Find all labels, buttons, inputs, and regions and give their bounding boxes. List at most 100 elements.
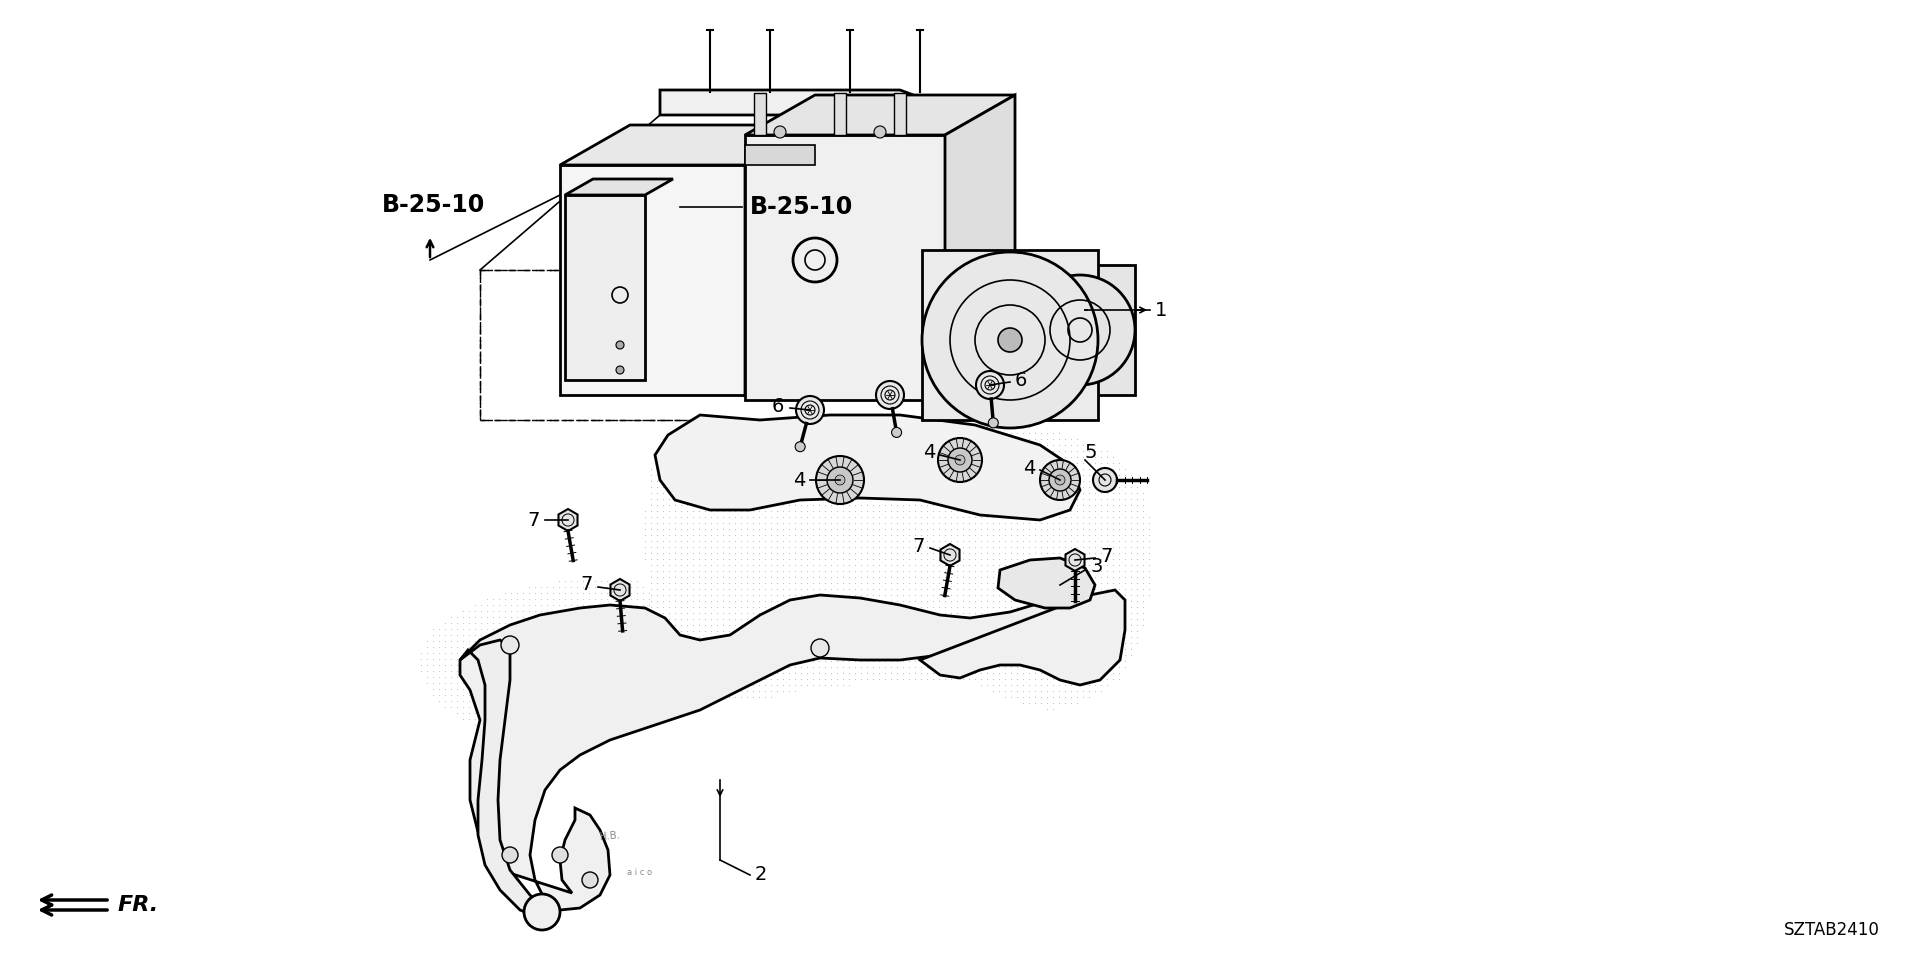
Point xyxy=(906,414,937,429)
Point xyxy=(785,455,816,470)
Point xyxy=(1008,462,1039,477)
Point xyxy=(714,540,745,555)
Point xyxy=(1085,444,1116,459)
Point xyxy=(616,579,647,594)
Point xyxy=(1044,444,1075,459)
Point xyxy=(1133,575,1164,590)
Point xyxy=(555,610,586,625)
Point xyxy=(870,558,900,573)
Point xyxy=(924,617,954,633)
Point xyxy=(1037,551,1068,566)
Point xyxy=(1092,551,1123,566)
Point xyxy=(737,647,768,662)
Point xyxy=(972,606,1002,621)
Point xyxy=(1127,503,1158,518)
Point xyxy=(515,717,545,732)
Point xyxy=(989,558,1020,573)
Point xyxy=(1062,623,1092,638)
Point xyxy=(732,569,762,585)
Point xyxy=(1050,444,1081,459)
Point xyxy=(780,438,810,453)
Point xyxy=(411,634,442,649)
Point xyxy=(1073,660,1104,675)
Point xyxy=(828,593,858,609)
Point xyxy=(1068,521,1098,537)
Point xyxy=(484,699,515,714)
Point xyxy=(597,663,628,679)
Point xyxy=(689,684,720,699)
Point xyxy=(1092,497,1123,513)
Point xyxy=(1098,462,1129,477)
Point xyxy=(1068,486,1098,501)
Point xyxy=(1062,468,1092,483)
Point xyxy=(591,693,622,708)
Point xyxy=(912,455,943,470)
Point xyxy=(804,636,835,651)
Point xyxy=(501,735,532,751)
Point xyxy=(641,516,672,531)
Point xyxy=(833,617,864,633)
Point xyxy=(1085,516,1116,531)
Point xyxy=(737,641,768,657)
Point xyxy=(672,473,703,489)
Point xyxy=(756,420,787,435)
Point xyxy=(737,678,768,693)
Point xyxy=(804,492,835,507)
Point xyxy=(762,503,793,518)
Point xyxy=(1085,636,1116,651)
Point xyxy=(1121,617,1152,633)
Point xyxy=(845,414,876,429)
Point xyxy=(852,623,883,638)
Point xyxy=(1014,540,1044,555)
Point xyxy=(695,540,726,555)
Point xyxy=(689,438,720,453)
Point xyxy=(768,582,799,597)
Point xyxy=(684,606,714,621)
Point xyxy=(941,527,972,542)
Point xyxy=(653,623,684,638)
Point xyxy=(989,420,1020,435)
Point xyxy=(839,449,870,465)
Point xyxy=(948,654,979,669)
Polygon shape xyxy=(745,145,814,165)
Circle shape xyxy=(1041,460,1079,500)
Point xyxy=(647,438,678,453)
Point xyxy=(689,462,720,477)
Point xyxy=(684,582,714,597)
Point xyxy=(641,486,672,501)
Point xyxy=(983,684,1014,699)
Point xyxy=(622,591,653,607)
Point xyxy=(941,564,972,579)
Point xyxy=(732,665,762,681)
Point xyxy=(701,425,732,441)
Point xyxy=(960,599,991,614)
Point xyxy=(490,717,520,732)
Point xyxy=(436,634,467,649)
Point xyxy=(1085,617,1116,633)
Point xyxy=(906,623,937,638)
Point xyxy=(478,658,509,673)
Point xyxy=(749,623,780,638)
Point xyxy=(1044,606,1075,621)
Point xyxy=(924,654,954,669)
Point xyxy=(749,636,780,651)
Point xyxy=(1110,599,1140,614)
Point xyxy=(972,449,1002,465)
Point xyxy=(580,711,611,727)
Point xyxy=(858,575,889,590)
Point xyxy=(1044,575,1075,590)
Point xyxy=(1014,569,1044,585)
Point xyxy=(960,468,991,483)
Point xyxy=(603,627,634,642)
Point xyxy=(1068,647,1098,662)
Point xyxy=(672,575,703,590)
Point xyxy=(1104,540,1135,555)
Point xyxy=(538,627,568,642)
Point xyxy=(833,497,864,513)
Point xyxy=(708,617,739,633)
Point xyxy=(906,486,937,501)
Point xyxy=(929,503,960,518)
Point xyxy=(822,569,852,585)
Point xyxy=(419,627,449,642)
Point xyxy=(929,540,960,555)
